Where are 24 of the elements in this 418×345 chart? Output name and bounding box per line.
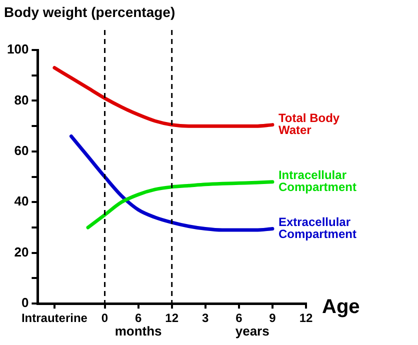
y-tick-label: 20 (14, 244, 29, 260)
y-tick-label: 80 (14, 92, 29, 108)
line-series (69, 134, 274, 232)
text: months (114, 324, 162, 339)
x-tick-label: Intrauterine (21, 311, 88, 326)
line-series (86, 180, 274, 230)
x-tick-label: 12 (299, 311, 313, 326)
x-tick-label: 12 (165, 311, 179, 326)
series-label: Intracellular Compartment (278, 168, 356, 194)
x-tick-label: 6 (236, 311, 243, 326)
y-axis-title: Body weight (percentage) (4, 4, 176, 20)
x-tick-label: 9 (269, 311, 276, 326)
text: years (235, 324, 270, 339)
x-tick-label: 3 (202, 311, 210, 326)
y-tick-label: 0 (21, 295, 29, 310)
y-tick-label: 60 (14, 143, 29, 158)
x-axis-title: Age (322, 296, 360, 318)
x-tick-label: 6 (134, 311, 142, 326)
x-tick-label: 0 (101, 311, 108, 326)
series-label: Extracellular Compartment (278, 215, 356, 242)
line-series (52, 66, 274, 128)
y-tick-label: 40 (14, 194, 29, 209)
y-tick-label: 100 (6, 42, 29, 57)
series-label: Total Body Water (278, 111, 340, 138)
